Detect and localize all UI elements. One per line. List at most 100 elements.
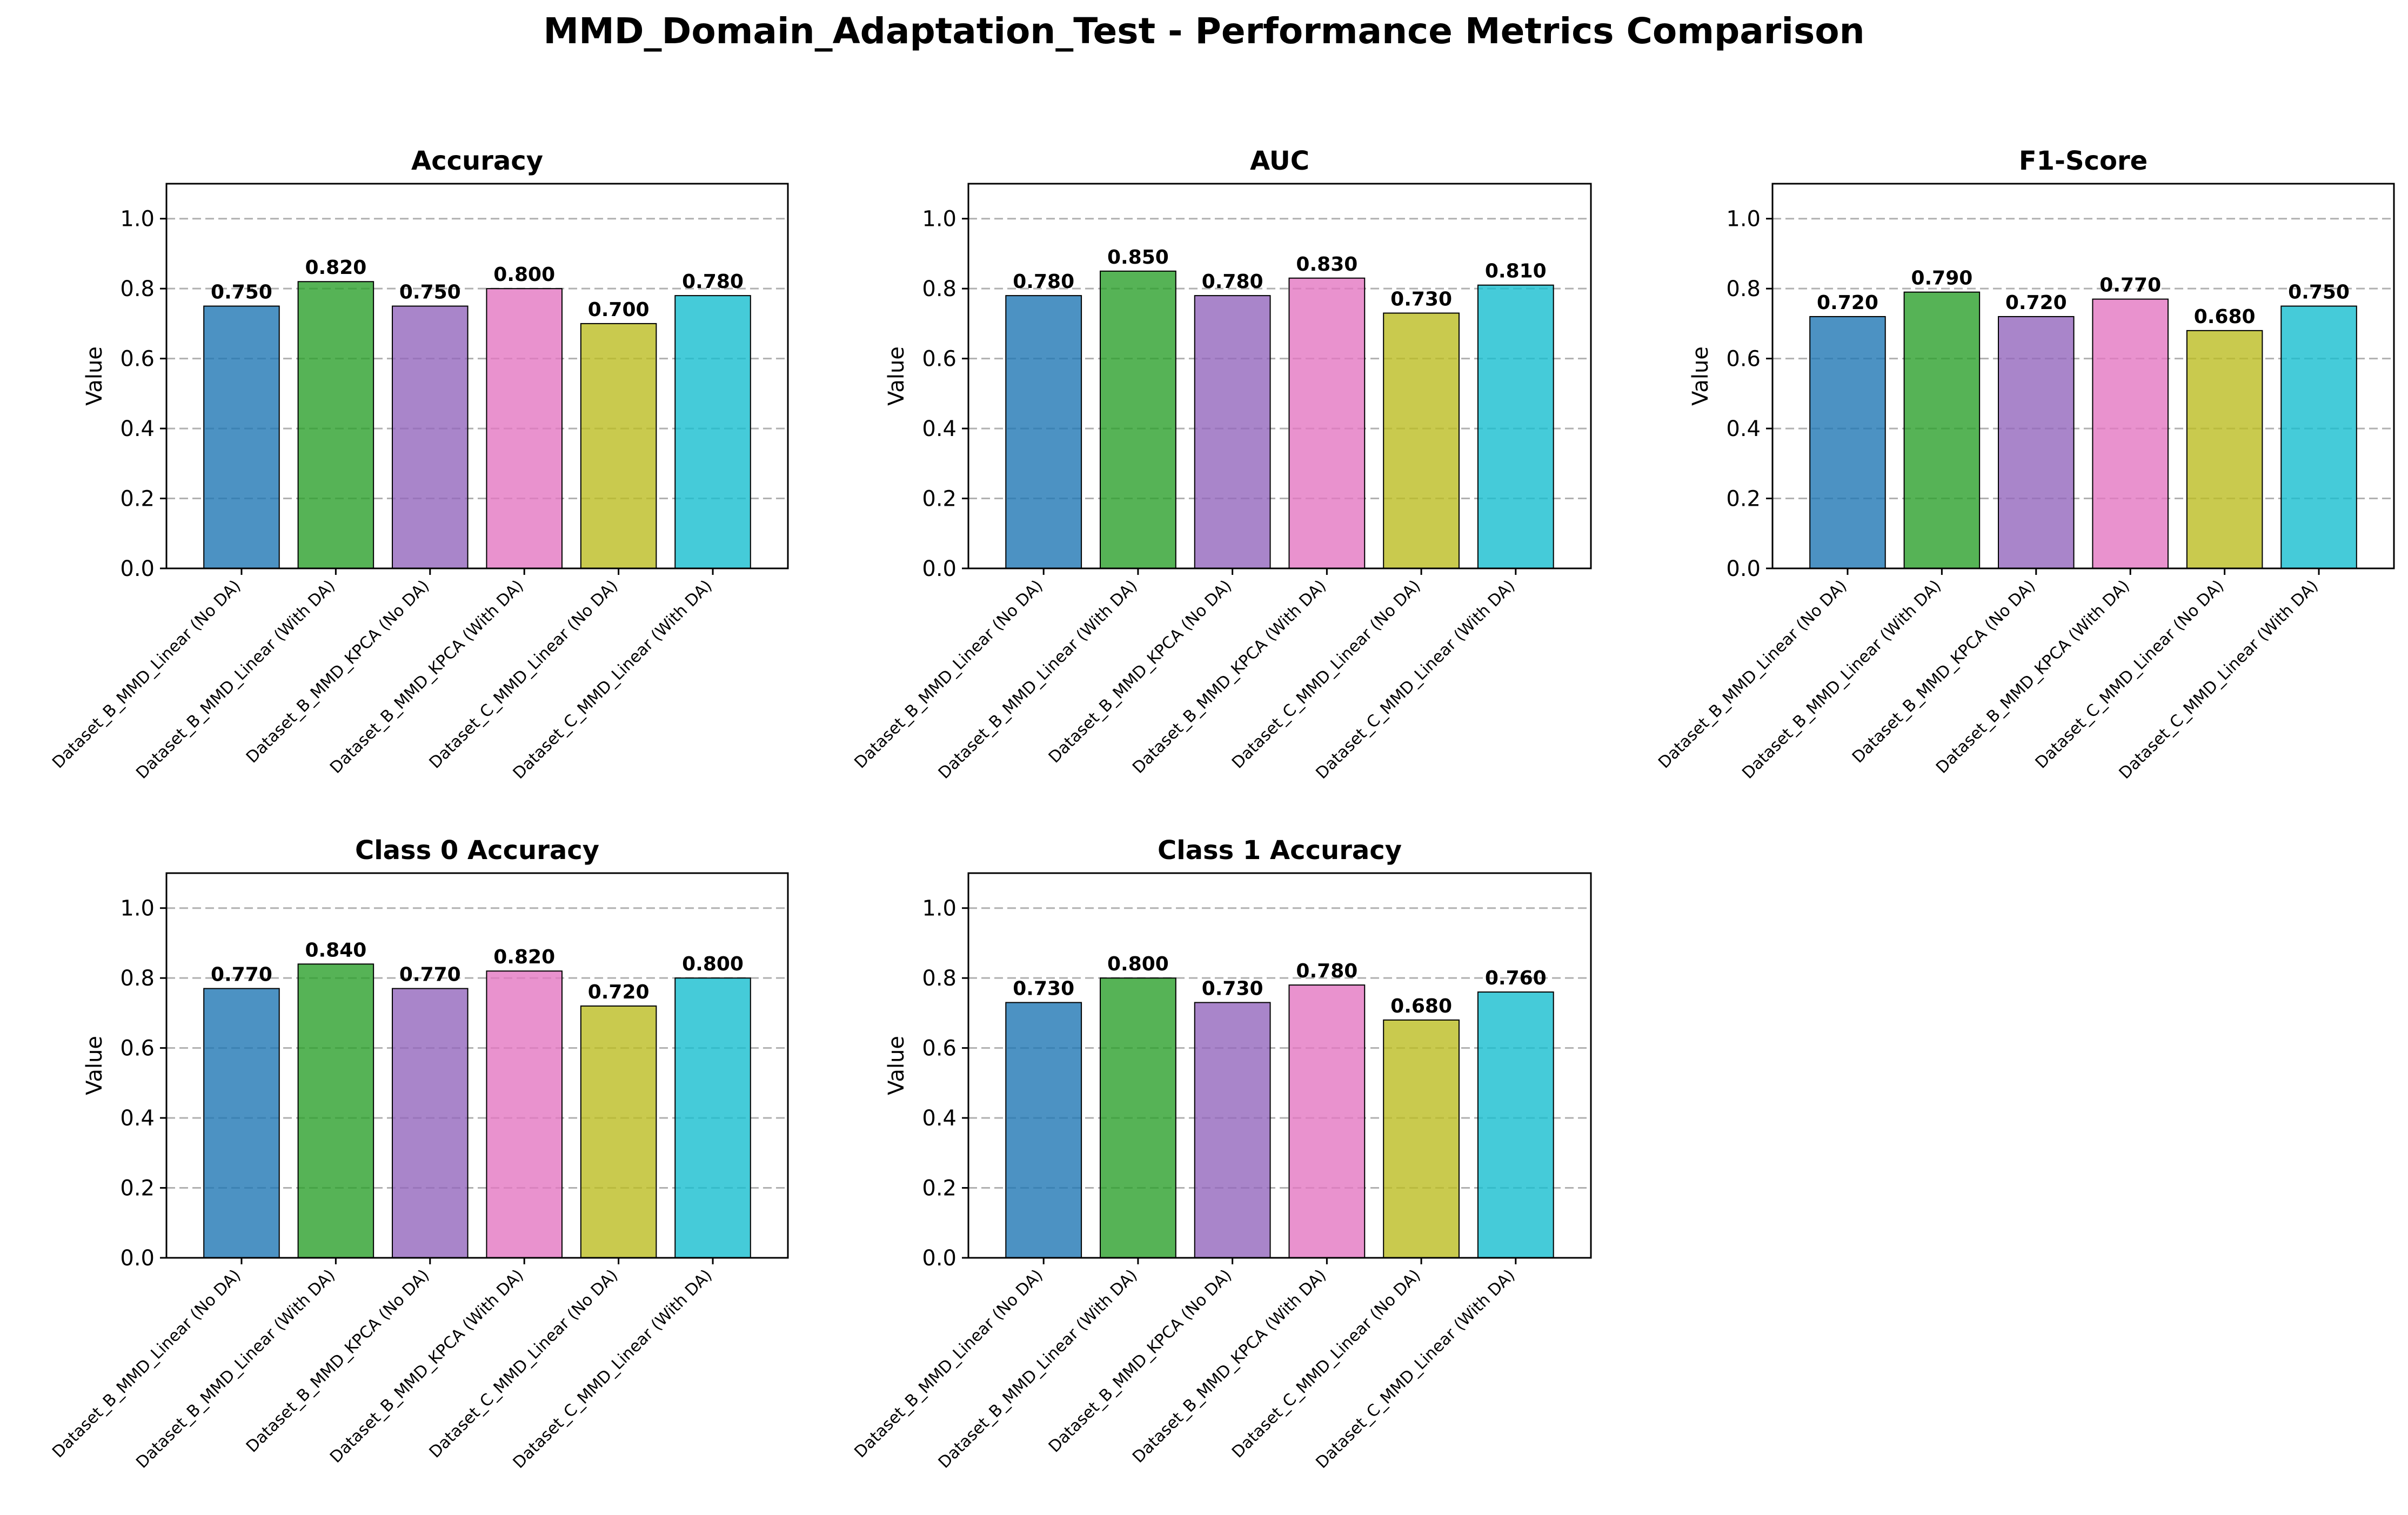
value-label: 0.840 <box>305 939 366 961</box>
axes-frame <box>165 872 789 1259</box>
bar <box>674 295 751 569</box>
y-tick-label: 0.4 <box>922 1106 956 1131</box>
bar <box>392 305 469 569</box>
value-label: 0.820 <box>493 946 555 968</box>
bar <box>1383 1019 1460 1258</box>
x-tick-label: Dataset_B_MMD_Linear (No DA) <box>1655 576 1850 772</box>
value-label: 0.680 <box>2194 306 2256 328</box>
x-tick-label: Dataset_B_MMD_KPCA (With DA) <box>1129 576 1330 777</box>
bar <box>1998 316 2075 569</box>
value-label: 0.770 <box>399 964 461 986</box>
y-tick-label: 0.0 <box>1726 557 1761 581</box>
chart-title: Class 0 Accuracy <box>355 835 599 866</box>
x-tick-label: Dataset_B_MMD_KPCA (No DA) <box>1045 576 1236 767</box>
value-label: 0.680 <box>1390 995 1452 1017</box>
x-tick-label: Dataset_B_MMD_KPCA (With DA) <box>1129 1266 1330 1467</box>
bar <box>1288 277 1366 569</box>
y-tick-label: 1.0 <box>1726 207 1761 232</box>
x-tick-label: Dataset_C_MMD_Linear (With DA) <box>510 576 716 783</box>
figure-title: MMD_Domain_Adaptation_Test - Performance… <box>543 10 1864 52</box>
bar <box>392 988 469 1258</box>
y-tick-label: 0.6 <box>922 347 956 372</box>
bar <box>486 970 563 1258</box>
value-label: 0.760 <box>1485 967 1547 989</box>
bar <box>297 963 374 1258</box>
x-tick-label: Dataset_B_MMD_KPCA (No DA) <box>243 576 433 767</box>
y-tick-label: 0.2 <box>120 1176 155 1201</box>
chart-title: Accuracy <box>411 146 543 176</box>
bar <box>2092 298 2169 569</box>
y-tick-label: 0.4 <box>1726 417 1761 441</box>
y-tick-label: 1.0 <box>120 896 155 921</box>
x-tick-label: Dataset_B_MMD_KPCA (No DA) <box>1045 1266 1236 1457</box>
x-tick-label: Dataset_C_MMD_Linear (With DA) <box>2116 576 2322 783</box>
y-tick-label: 0.2 <box>1726 487 1761 512</box>
value-label: 0.770 <box>211 964 272 986</box>
value-label: 0.830 <box>1296 253 1357 276</box>
x-tick-label: Dataset_C_MMD_Linear (With DA) <box>1312 576 1519 783</box>
x-tick-label: Dataset_C_MMD_Linear (No DA) <box>1228 1266 1424 1462</box>
y-tick-label: 0.8 <box>1726 277 1761 301</box>
bar <box>1809 316 1886 569</box>
axes-frame <box>1771 183 2395 569</box>
y-tick-label: 0.8 <box>120 277 155 301</box>
chart-title: F1-Score <box>2019 146 2148 176</box>
bar <box>1005 295 1082 569</box>
x-tick-label: Dataset_B_MMD_Linear (No DA) <box>851 1266 1046 1462</box>
x-tick-label: Dataset_C_MMD_Linear (No DA) <box>1228 576 1424 773</box>
y-tick-label: 0.0 <box>922 1246 956 1271</box>
value-label: 0.780 <box>1296 960 1357 982</box>
y-tick-label: 0.4 <box>120 417 155 441</box>
y-axis-label: Value <box>1688 346 1713 406</box>
y-tick-label: 1.0 <box>120 207 155 232</box>
bar <box>1100 977 1176 1258</box>
x-tick-label: Dataset_C_MMD_Linear (With DA) <box>1312 1266 1519 1472</box>
x-tick-label: Dataset_C_MMD_Linear (No DA) <box>2032 576 2228 773</box>
value-label: 0.730 <box>1390 288 1452 310</box>
x-tick-label: Dataset_B_MMD_Linear (With DA) <box>935 1266 1141 1472</box>
x-tick-label: Dataset_B_MMD_Linear (No DA) <box>851 576 1046 772</box>
bar <box>1903 291 1981 569</box>
bar <box>1194 1002 1271 1259</box>
value-label: 0.800 <box>493 264 555 286</box>
y-axis-label: Value <box>884 346 909 406</box>
x-tick-label: Dataset_B_MMD_Linear (No DA) <box>49 1266 244 1462</box>
y-tick-label: 0.8 <box>922 277 956 301</box>
bar <box>1288 984 1366 1259</box>
value-label: 0.720 <box>588 981 650 1003</box>
bar <box>1477 991 1554 1259</box>
chart-title: Class 1 Accuracy <box>1158 835 1402 866</box>
value-label: 0.810 <box>1485 260 1547 283</box>
x-tick-label: Dataset_B_MMD_Linear (With DA) <box>1738 576 1945 783</box>
bar <box>203 305 280 569</box>
value-label: 0.770 <box>2099 274 2161 297</box>
axes-frame <box>165 183 789 569</box>
x-tick-label: Dataset_B_MMD_KPCA (With DA) <box>326 1266 527 1467</box>
y-tick-label: 0.6 <box>1726 347 1761 372</box>
bar <box>580 323 657 569</box>
y-tick-label: 0.4 <box>120 1106 155 1131</box>
x-tick-label: Dataset_C_MMD_Linear (No DA) <box>426 576 622 773</box>
y-tick-label: 1.0 <box>922 207 956 232</box>
y-tick-label: 0.8 <box>120 966 155 991</box>
bar <box>580 1005 657 1258</box>
value-label: 0.720 <box>1817 292 1878 314</box>
x-tick-label: Dataset_B_MMD_Linear (No DA) <box>49 576 244 772</box>
bar <box>297 281 374 569</box>
x-tick-label: Dataset_B_MMD_KPCA (With DA) <box>326 576 527 777</box>
axes-frame <box>967 872 1592 1259</box>
x-tick-label: Dataset_B_MMD_Linear (With DA) <box>132 576 339 783</box>
bar <box>1194 295 1271 569</box>
y-tick-label: 0.2 <box>922 1176 956 1201</box>
y-tick-label: 0.6 <box>120 347 155 372</box>
y-tick-label: 0.0 <box>120 557 155 581</box>
x-tick-label: Dataset_B_MMD_KPCA (No DA) <box>1849 576 2039 767</box>
chart-panel-2: 0.780 Dataset_B_MMD_Linear (No DA) 0.850 Da… <box>851 146 1592 783</box>
y-tick-label: 0.2 <box>120 487 155 512</box>
bar <box>1383 312 1460 569</box>
axes-frame <box>967 183 1592 569</box>
y-axis-label: Value <box>884 1036 909 1095</box>
x-tick-label: Dataset_B_MMD_Linear (With DA) <box>132 1266 339 1472</box>
bar <box>1477 284 1554 569</box>
